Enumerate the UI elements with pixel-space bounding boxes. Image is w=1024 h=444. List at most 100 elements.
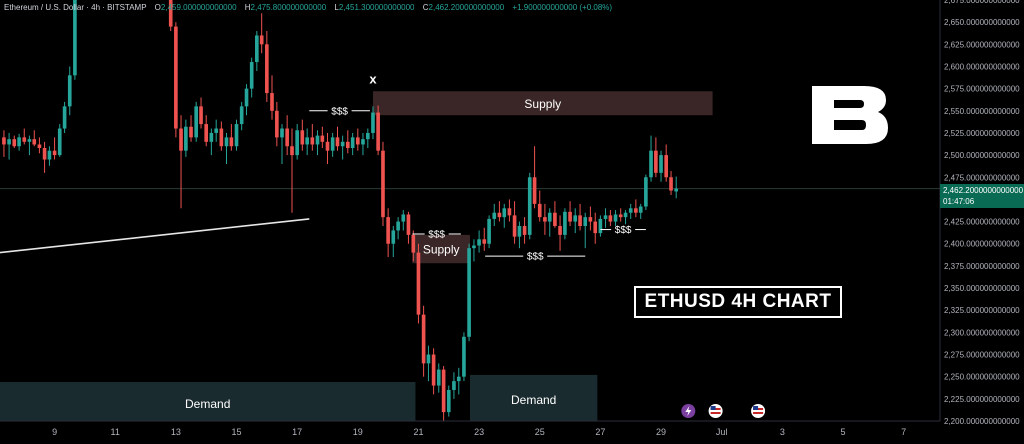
candle-body — [547, 212, 552, 222]
y-tick-label: 2,500.000000000000 — [944, 151, 1020, 160]
demand-zone — [470, 374, 598, 425]
brand-logo-icon — [812, 86, 888, 144]
candle-body — [618, 214, 623, 218]
candle-body — [57, 128, 62, 156]
candle-body — [361, 139, 365, 145]
x-tick-label: 5 — [840, 427, 845, 437]
last-price-value: 2,462.2000000000000 — [943, 186, 1024, 195]
candle-body — [628, 208, 633, 213]
candle-body — [189, 126, 193, 138]
y-tick-label: 2,275.000000000000 — [944, 351, 1020, 360]
y-tick-label: 2,250.000000000000 — [944, 373, 1020, 382]
y-tick-label: 2,350.000000000000 — [944, 284, 1020, 293]
liquidity-label: $$$ — [331, 106, 348, 117]
us-flag-stripe — [710, 412, 721, 414]
candle-body — [446, 389, 451, 413]
x-tick-label: 19 — [353, 427, 363, 437]
candle-body — [517, 226, 522, 237]
y-tick-label: 2,400.000000000000 — [944, 240, 1020, 249]
candle-body — [411, 234, 416, 253]
y-tick-label: 2,375.000000000000 — [944, 262, 1020, 271]
low-key: L — [334, 3, 339, 12]
candle-body — [249, 62, 254, 89]
candle-body — [543, 217, 547, 222]
candle-body — [441, 369, 446, 413]
candle-body — [209, 132, 214, 142]
lightning-bolt — [685, 406, 692, 416]
candle-body — [654, 150, 658, 173]
candle-body — [452, 381, 456, 390]
candle-body — [634, 208, 638, 213]
candle-body — [7, 139, 11, 145]
candle-body — [315, 135, 320, 145]
x-tick-label: 21 — [413, 427, 423, 437]
time-axis — [0, 421, 940, 439]
candle-body — [345, 141, 350, 149]
candle-body — [204, 124, 209, 142]
candle-body — [42, 148, 47, 160]
candle-body — [325, 141, 330, 151]
open-key: O — [154, 3, 161, 12]
candle-body — [527, 177, 532, 235]
candle-body — [507, 208, 512, 216]
y-tick-label: 2,325.000000000000 — [944, 306, 1020, 315]
candle-body — [17, 137, 21, 147]
liquidity-label: $$$ — [615, 225, 632, 236]
liquidity-label: $$$ — [527, 252, 544, 263]
candle-body — [426, 354, 431, 364]
x-tick-label: 23 — [474, 427, 484, 437]
ohlc-legend: Ethereum / U.S. Dollar · 4h · BITSTAMP O… — [4, 3, 612, 12]
candle-body — [67, 75, 72, 107]
candle-body — [199, 106, 203, 125]
trendline — [0, 218, 310, 254]
candle-body — [608, 215, 613, 222]
candle-body — [553, 212, 557, 227]
candle-body — [214, 128, 219, 133]
candle-body — [219, 128, 224, 147]
candle-body — [467, 248, 471, 337]
open-value: 2,459.000000000000 — [160, 3, 237, 12]
candle-body — [350, 137, 355, 149]
supply-zone — [372, 91, 713, 116]
candle-body — [537, 203, 542, 218]
candle-body — [371, 112, 375, 133]
candle-body — [649, 150, 653, 178]
x-tick-label: 27 — [595, 427, 605, 437]
candle-body — [421, 314, 426, 364]
candle-body — [391, 230, 396, 244]
change-value: +1.900000000000 (+0.08%) — [512, 3, 613, 12]
candle-body — [416, 252, 421, 315]
candle-body — [563, 211, 567, 235]
candle-body — [482, 239, 487, 244]
close-key: C — [422, 3, 429, 12]
liquidity-label: $$$ — [428, 229, 445, 240]
candle-body — [239, 106, 244, 125]
candle-body — [381, 150, 385, 218]
sweep-marker: x — [369, 71, 377, 86]
candle-body — [456, 376, 461, 382]
candle-body — [259, 35, 264, 45]
candle-body — [234, 124, 239, 147]
candle-body — [47, 150, 52, 160]
chart-title-box: ETHUSD 4H CHART — [634, 286, 842, 318]
demand-zone — [0, 382, 416, 425]
candle-body — [340, 141, 345, 147]
candle-body — [320, 135, 325, 142]
candle-body — [52, 150, 57, 156]
candle-body — [492, 212, 497, 219]
candle-body — [532, 177, 537, 204]
candle-body — [280, 128, 284, 138]
candle-body — [623, 212, 628, 218]
candle-body — [522, 226, 527, 235]
us-flag-canton — [710, 406, 716, 410]
y-tick-label: 2,200.000000000000 — [944, 417, 1020, 426]
candle-body — [583, 217, 588, 227]
y-tick-label: 2,575.000000000000 — [944, 85, 1020, 94]
candle-body — [295, 130, 299, 156]
candle-body — [477, 239, 481, 246]
candle-body — [644, 177, 648, 207]
candle-body — [669, 177, 673, 191]
y-tick-label: 2,550.000000000000 — [944, 107, 1020, 116]
